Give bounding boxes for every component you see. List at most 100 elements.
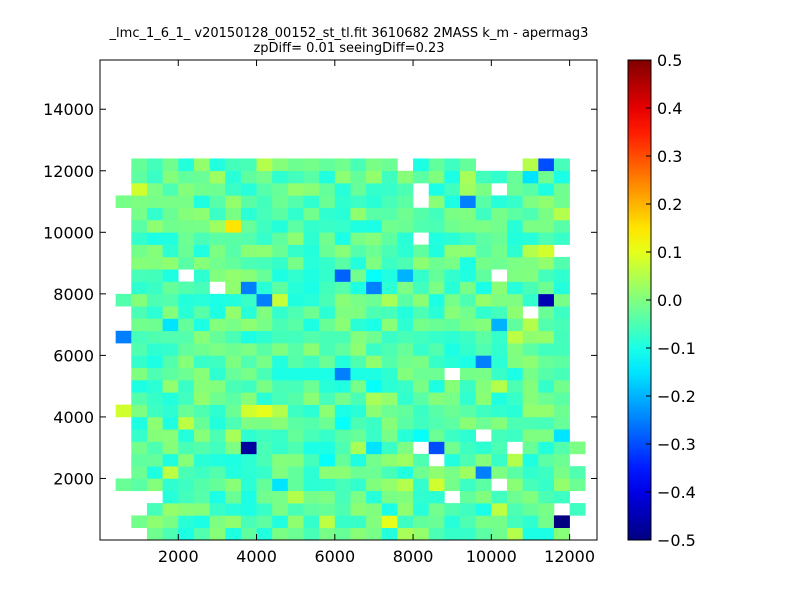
heatmap-cell (413, 429, 430, 442)
heatmap-cell (287, 490, 304, 504)
heatmap-cell (366, 429, 383, 442)
chart-title-line-2: zpDiff= 0.01 seeingDiff=0.23 (253, 41, 444, 56)
heatmap-cell (381, 343, 398, 356)
heatmap-cell (381, 330, 398, 344)
heatmap-cell (115, 330, 132, 344)
heatmap-cell (553, 392, 570, 405)
heatmap-cell (272, 220, 289, 233)
heatmap-cell (225, 232, 242, 245)
colorbar-tick-label: −0.2 (657, 387, 696, 406)
heatmap-cell (146, 503, 163, 516)
heatmap-cell (256, 367, 273, 381)
heatmap-cell (491, 429, 508, 442)
heatmap-cell (334, 207, 351, 221)
heatmap-cell (178, 281, 195, 295)
heatmap-cell (475, 441, 492, 455)
heatmap-cell (475, 207, 492, 221)
heatmap-cell (538, 478, 555, 492)
heatmap-cell (397, 281, 414, 295)
heatmap-cell (350, 416, 367, 430)
heatmap-cell (381, 355, 398, 368)
heatmap-cell (538, 380, 555, 393)
heatmap-cell (303, 269, 320, 282)
heatmap-cell (475, 343, 492, 356)
heatmap-cell (413, 244, 430, 258)
heatmap-cell (460, 195, 476, 208)
heatmap-cell (240, 293, 257, 307)
heatmap-cell (146, 392, 163, 405)
heatmap-cell (460, 207, 476, 221)
heatmap-cell (553, 220, 570, 233)
heatmap-cell (538, 318, 555, 332)
heatmap-cell (178, 416, 195, 430)
heatmap-cell (366, 269, 383, 282)
heatmap-cell (303, 343, 320, 356)
heatmap-cell (272, 503, 289, 516)
heatmap-cell (491, 244, 508, 258)
heatmap-cell (256, 503, 273, 516)
heatmap-cell (553, 293, 570, 307)
y-tick-label: 4000 (53, 408, 94, 427)
heatmap-cell (475, 515, 492, 528)
heatmap-cell (366, 380, 383, 393)
heatmap-cell (475, 416, 492, 430)
heatmap-cell (522, 343, 539, 356)
heatmap-cell (146, 232, 163, 245)
heatmap-cell (350, 220, 367, 233)
heatmap-cell (131, 355, 148, 368)
heatmap-cell (381, 244, 398, 258)
heatmap-cell (303, 195, 320, 208)
heatmap-cell (256, 244, 273, 258)
heatmap-cell (413, 269, 430, 282)
x-tick-label: 6000 (314, 547, 355, 566)
heatmap-cell (256, 441, 273, 455)
heatmap-cell (506, 183, 523, 196)
heatmap-cell (475, 478, 492, 492)
heatmap-cell (209, 244, 226, 258)
heatmap-cell (397, 293, 414, 307)
heatmap-cell (381, 416, 398, 430)
heatmap-cell (193, 429, 210, 442)
heatmap-cell (444, 466, 461, 479)
heatmap-cell (209, 503, 226, 516)
heatmap-cell (240, 453, 257, 467)
heatmap-cell (303, 416, 320, 430)
heatmap-cell (225, 293, 242, 307)
heatmap-cell (225, 416, 242, 430)
heatmap-cell (272, 281, 289, 295)
heatmap-cell (522, 478, 539, 492)
heatmap-cell (146, 404, 163, 418)
heatmap-cell (303, 453, 320, 467)
heatmap-cell (522, 490, 539, 504)
heatmap-cell (491, 404, 508, 418)
heatmap-cell (240, 515, 257, 528)
heatmap-cell (538, 232, 555, 245)
heatmap-cell (475, 527, 492, 541)
heatmap-cell (428, 269, 445, 282)
heatmap-cell (569, 503, 586, 516)
heatmap-cell (287, 441, 304, 455)
colorbar-tick-label: −0.3 (657, 435, 696, 454)
heatmap-cell (366, 232, 383, 245)
heatmap-cell (522, 466, 539, 479)
heatmap-cell (428, 158, 445, 172)
heatmap-cell (209, 392, 226, 405)
heatmap-cell (413, 416, 430, 430)
heatmap-cell (225, 318, 242, 332)
heatmap-cell (178, 355, 195, 368)
heatmap-cell (381, 183, 398, 196)
heatmap-cell (225, 478, 242, 492)
heatmap-cell (209, 416, 226, 430)
heatmap-cell (444, 158, 461, 172)
heatmap-cell (334, 367, 351, 381)
heatmap-cell (178, 207, 195, 221)
heatmap-cell (444, 232, 461, 245)
y-axis: 2000 4000 6000 8000 10000 12000 14000 (43, 100, 597, 488)
heatmap-cell (491, 306, 508, 319)
heatmap-cell (162, 318, 179, 332)
colorbar-tick-label: 0.1 (657, 243, 682, 262)
heatmap-cell (334, 256, 351, 270)
heatmap-cell (522, 380, 539, 393)
heatmap-cell (272, 293, 289, 307)
heatmap-cell (334, 490, 351, 504)
